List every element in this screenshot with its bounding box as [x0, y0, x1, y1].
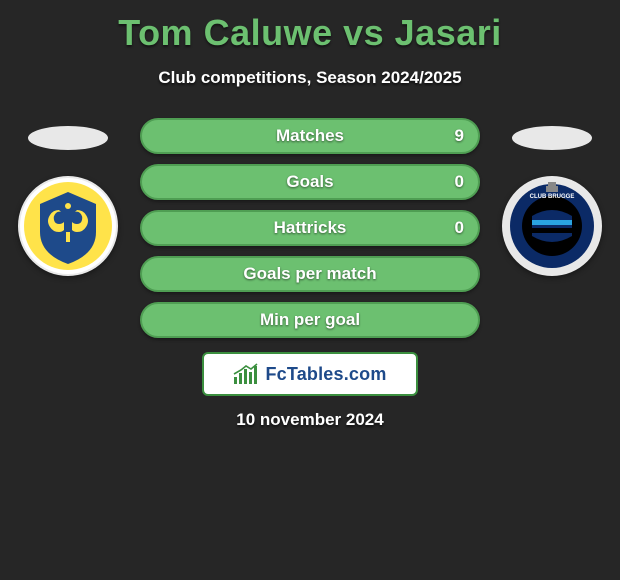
- stat-bar-hattricks: Hattricks 0: [140, 210, 480, 246]
- svg-text:CLUB BRUGGE: CLUB BRUGGE: [530, 194, 575, 200]
- stat-bar-min-per-goal: Min per goal: [140, 302, 480, 338]
- stat-bar-goals-per-match: Goals per match: [140, 256, 480, 292]
- stat-right-value: 0: [455, 218, 464, 238]
- player-right-headshot: [512, 126, 592, 150]
- stat-right-value: 0: [455, 172, 464, 192]
- logo-text: FcTables.com: [265, 364, 386, 385]
- date-text: 10 november 2024: [0, 410, 620, 430]
- stat-bar-matches: Matches 9: [140, 118, 480, 154]
- brugge-badge-icon: CLUB BRUGGE: [502, 176, 602, 276]
- stats-area: Matches 9 Goals 0 Hattricks 0 Goals per …: [0, 118, 620, 338]
- bar-chart-icon: [233, 363, 259, 385]
- player-left-col: [18, 118, 118, 338]
- comparison-card: Tom Caluwe vs Jasari Club competitions, …: [0, 0, 620, 580]
- fctables-logo: FcTables.com: [202, 352, 418, 396]
- player-right-club-badge: CLUB BRUGGE: [502, 176, 602, 276]
- stat-label: Matches: [276, 126, 344, 146]
- stvv-badge-icon: [18, 176, 118, 276]
- player-left-headshot: [28, 126, 108, 150]
- player-right-col: CLUB BRUGGE: [502, 118, 602, 338]
- stat-right-value: 9: [455, 126, 464, 146]
- stat-label: Hattricks: [274, 218, 347, 238]
- subtitle: Club competitions, Season 2024/2025: [0, 68, 620, 88]
- player-left-club-badge: [18, 176, 118, 276]
- stat-label: Goals per match: [243, 264, 376, 284]
- stat-bar-goals: Goals 0: [140, 164, 480, 200]
- stat-label: Min per goal: [260, 310, 360, 330]
- stat-bars: Matches 9 Goals 0 Hattricks 0 Goals per …: [140, 118, 480, 338]
- page-title: Tom Caluwe vs Jasari: [0, 0, 620, 54]
- stat-label: Goals: [286, 172, 333, 192]
